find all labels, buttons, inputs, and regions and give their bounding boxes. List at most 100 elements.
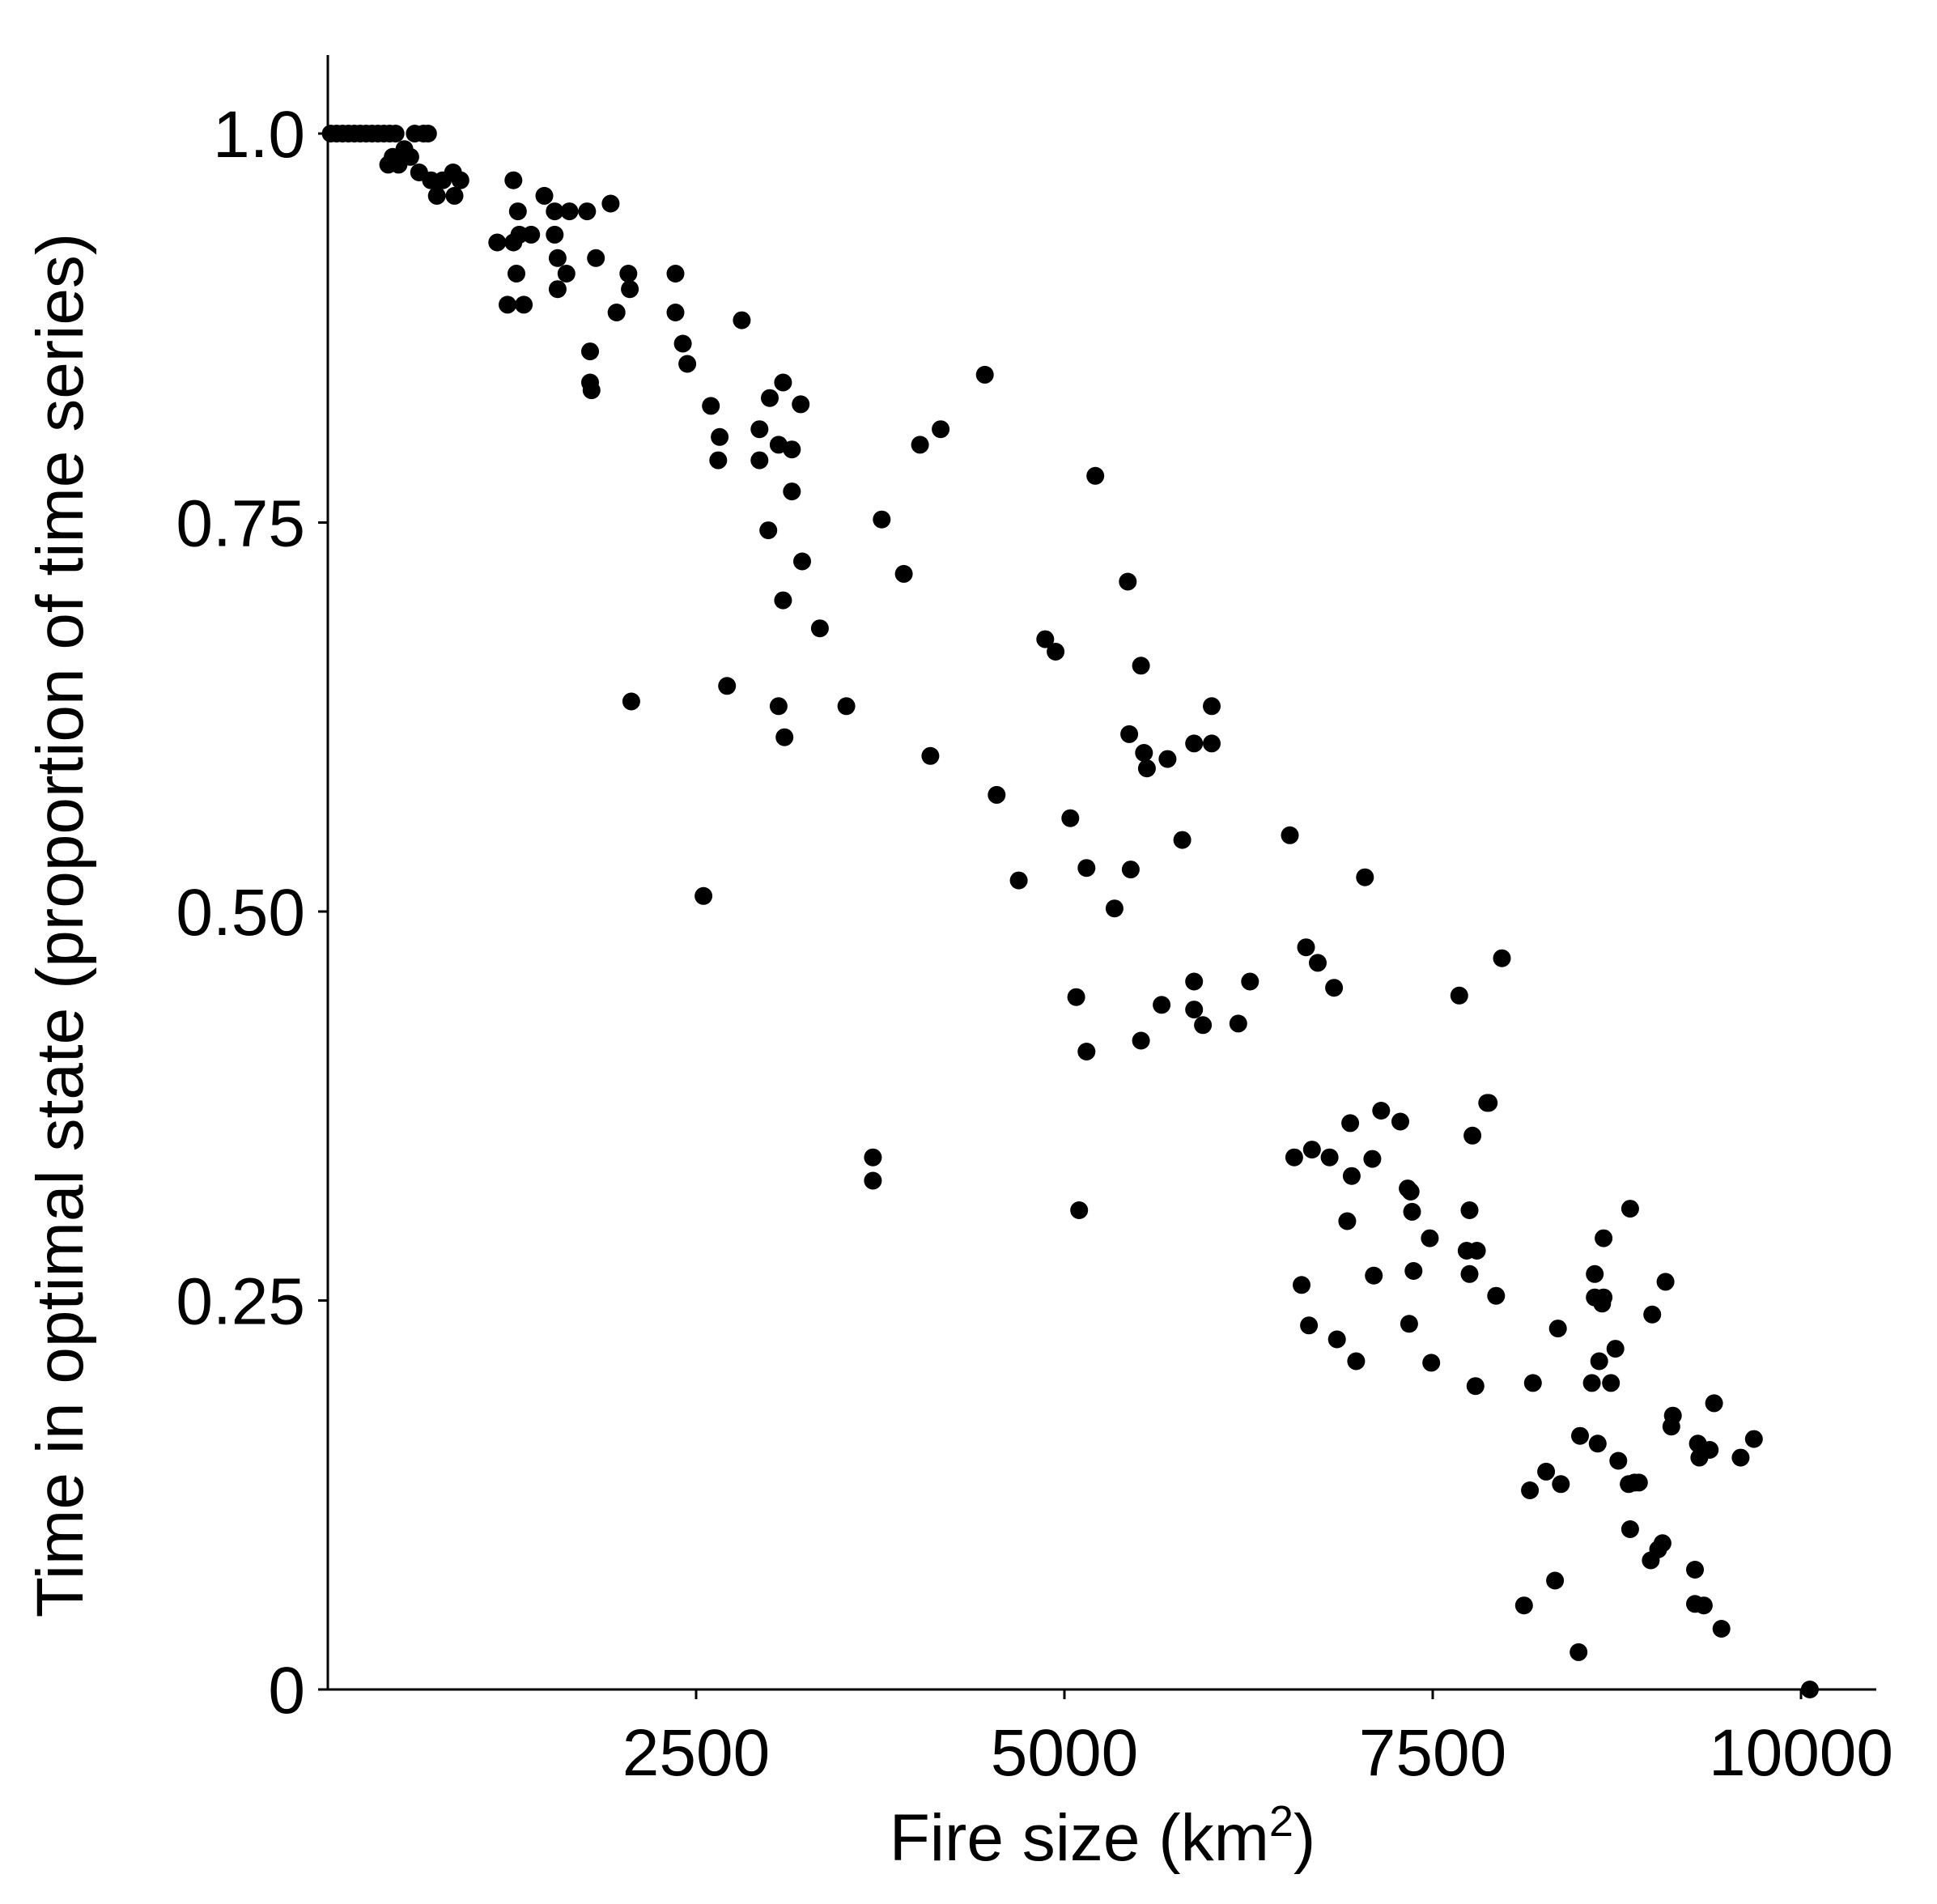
data-points [321, 125, 1819, 1698]
x-axis-title-close: ) [1293, 1801, 1315, 1875]
data-point [1629, 1473, 1648, 1492]
data-point [911, 436, 929, 454]
data-point [1403, 1202, 1421, 1221]
data-point [427, 186, 446, 205]
data-point [622, 692, 640, 711]
data-point [666, 304, 685, 321]
data-point [718, 677, 737, 695]
data-point [1586, 1264, 1604, 1283]
data-point [1067, 988, 1085, 1006]
data-point [1460, 1201, 1479, 1219]
data-point [1135, 744, 1153, 762]
data-point [1293, 1276, 1310, 1294]
data-point [1203, 697, 1221, 716]
data-point [695, 886, 713, 905]
data-point [548, 249, 567, 267]
data-point [401, 147, 419, 166]
x-axis-title-text: Fire size (km [890, 1801, 1269, 1875]
data-point [619, 265, 638, 283]
data-point [1571, 1426, 1589, 1445]
data-point [582, 381, 601, 400]
data-point [1086, 466, 1105, 485]
data-point [1132, 657, 1150, 675]
data-point [548, 280, 567, 299]
data-point [678, 355, 697, 373]
data-point [1514, 1596, 1533, 1615]
data-point [1621, 1200, 1639, 1218]
data-point [1309, 954, 1327, 972]
data-point [1602, 1374, 1621, 1392]
data-point [522, 225, 541, 244]
data-point [711, 427, 729, 446]
data-point [783, 440, 801, 459]
data-point [621, 280, 639, 299]
data-point [1365, 1266, 1383, 1285]
x-tick-label: 10000 [1709, 1716, 1893, 1790]
data-point [1121, 861, 1140, 879]
y-tick-label: 0.25 [176, 1265, 305, 1339]
data-point [1493, 949, 1511, 967]
data-point [709, 451, 728, 470]
data-point [1077, 859, 1096, 878]
data-point [1400, 1315, 1418, 1333]
data-point [1391, 1112, 1409, 1131]
data-point [451, 171, 469, 189]
data-point [864, 1171, 882, 1190]
x-axis-title-superscript: 2 [1269, 1797, 1293, 1846]
data-point [1480, 1094, 1498, 1112]
data-point [1185, 972, 1204, 991]
data-point [810, 619, 829, 638]
data-point [1694, 1596, 1713, 1615]
data-point [750, 451, 769, 470]
data-point [1194, 1016, 1213, 1035]
x-tick-label: 2500 [622, 1716, 770, 1790]
data-point [499, 295, 516, 314]
data-point [1347, 1352, 1366, 1371]
data-point [1570, 1643, 1588, 1661]
x-axis-title: Fire size (km2) [890, 1797, 1316, 1875]
data-point [1137, 759, 1156, 778]
data-point [1158, 750, 1177, 768]
data-point [1009, 871, 1028, 890]
data-point [1712, 1620, 1731, 1638]
data-point [1070, 1201, 1089, 1219]
y-tick-label: 0.50 [176, 876, 305, 950]
data-point [1588, 1434, 1607, 1453]
data-point [1422, 1354, 1441, 1372]
data-point [1621, 1520, 1639, 1538]
data-point [445, 186, 464, 205]
data-point [1463, 1126, 1482, 1145]
data-point [578, 202, 597, 221]
data-point [1320, 1148, 1339, 1167]
data-point [1061, 809, 1080, 827]
data-point [601, 194, 620, 213]
data-point [1077, 1043, 1096, 1060]
data-point [873, 510, 891, 529]
data-point [546, 225, 564, 244]
data-point [1656, 1273, 1675, 1291]
data-point [774, 591, 792, 610]
data-point [581, 342, 599, 361]
data-point [932, 420, 950, 439]
data-point [1047, 643, 1065, 661]
data-point [1342, 1167, 1361, 1185]
data-point [666, 265, 685, 283]
data-point [1120, 725, 1139, 743]
data-point [783, 482, 801, 501]
data-point [761, 389, 779, 407]
data-point [1546, 1571, 1565, 1590]
data-point [1229, 1014, 1247, 1033]
data-point [560, 202, 579, 221]
data-point [1153, 996, 1171, 1014]
data-point [1643, 1305, 1662, 1324]
data-point [1460, 1264, 1479, 1283]
x-axis-ticks: 2500 5000 7500 10000 [622, 1689, 1893, 1790]
data-point [418, 125, 437, 142]
data-point [1731, 1448, 1750, 1467]
data-point [1203, 734, 1221, 753]
data-point [1372, 1102, 1391, 1120]
data-point [535, 186, 554, 205]
y-axis-title: Time in optimal state (proportion of tim… [23, 233, 97, 1617]
data-point [1185, 734, 1204, 753]
data-point [1590, 1352, 1608, 1371]
